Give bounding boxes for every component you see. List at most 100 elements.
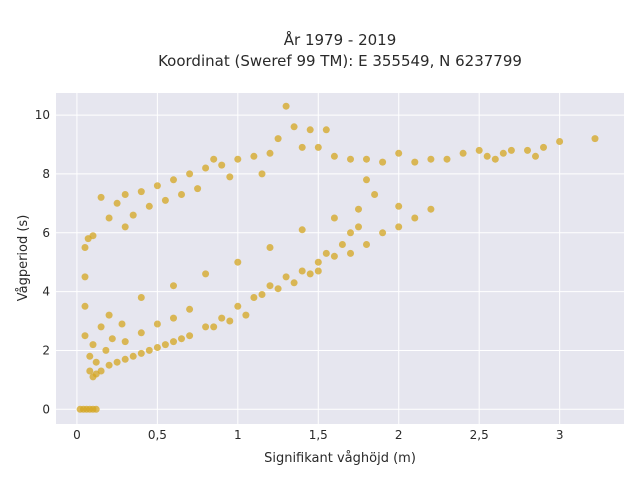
data-point	[491, 155, 499, 163]
data-point	[170, 314, 177, 322]
data-point	[178, 335, 185, 343]
data-point	[121, 355, 129, 363]
data-point	[170, 338, 177, 346]
data-point	[355, 205, 362, 213]
data-point	[540, 143, 547, 151]
data-point	[330, 214, 338, 222]
data-point	[137, 329, 145, 337]
data-point	[524, 146, 531, 154]
y-tick-label: 8	[42, 167, 50, 181]
data-point	[210, 155, 218, 163]
plot-area	[56, 93, 624, 424]
data-point	[290, 123, 298, 131]
data-point	[137, 294, 145, 301]
data-point	[202, 164, 210, 172]
data-point	[355, 223, 362, 231]
data-point	[170, 282, 177, 290]
data-point	[532, 152, 539, 160]
data-point	[499, 149, 507, 157]
data-point	[459, 149, 467, 157]
data-point	[427, 155, 435, 163]
data-point	[92, 405, 100, 413]
data-point	[411, 214, 419, 222]
x-tick-label: 3	[556, 428, 564, 442]
data-point	[556, 138, 564, 145]
x-tick-label: 1	[234, 428, 242, 442]
y-tick-label: 2	[42, 343, 50, 357]
data-point	[274, 135, 282, 143]
data-point	[194, 185, 202, 193]
data-point	[218, 161, 226, 169]
data-point	[226, 173, 234, 181]
data-point	[86, 367, 94, 375]
data-point	[186, 305, 194, 313]
chart-title-line-2: Koordinat (Sweref 99 TM): E 355549, N 62…	[158, 52, 522, 70]
data-point	[258, 291, 266, 298]
data-point	[105, 311, 113, 319]
data-point	[347, 155, 354, 163]
x-axis-label: Signifikant våghöjd (m)	[264, 451, 416, 466]
data-point	[250, 152, 258, 160]
data-point	[86, 352, 94, 360]
data-point	[121, 223, 129, 231]
data-point	[266, 244, 274, 251]
data-point	[97, 367, 105, 375]
data-point	[363, 176, 370, 184]
data-point	[395, 202, 403, 210]
data-point	[129, 211, 137, 219]
data-point	[443, 155, 451, 163]
data-point	[102, 346, 110, 354]
data-point	[347, 249, 354, 257]
data-point	[161, 341, 169, 349]
data-point	[218, 314, 226, 322]
data-point	[129, 352, 137, 360]
data-point	[298, 267, 306, 275]
data-point	[108, 335, 116, 343]
data-point	[210, 323, 218, 331]
data-point	[186, 332, 194, 340]
data-point	[330, 252, 338, 260]
data-point	[113, 199, 121, 207]
data-point	[306, 126, 314, 134]
data-point	[118, 320, 126, 328]
x-tick-label: 2	[395, 428, 403, 442]
data-point	[234, 302, 242, 310]
data-points	[76, 102, 599, 413]
data-point	[483, 152, 491, 160]
data-point	[145, 202, 153, 210]
data-point	[105, 214, 113, 222]
data-point	[97, 323, 105, 331]
data-point	[290, 279, 298, 287]
data-point	[266, 149, 274, 157]
data-point	[379, 158, 387, 166]
data-point	[113, 358, 121, 366]
data-point	[202, 270, 210, 278]
data-point	[105, 361, 113, 369]
y-tick-label: 4	[42, 285, 50, 299]
data-point	[170, 176, 177, 184]
data-point	[226, 317, 234, 325]
data-point	[121, 191, 129, 198]
data-point	[379, 229, 387, 237]
chart-title-line-1: År 1979 - 2019	[284, 30, 397, 49]
data-point	[97, 193, 105, 201]
data-point	[202, 323, 210, 331]
data-point	[507, 146, 515, 154]
data-point	[81, 244, 89, 251]
data-point	[322, 249, 330, 257]
x-tick-label: 2,5	[470, 428, 489, 442]
data-point	[314, 143, 322, 151]
data-point	[234, 155, 242, 163]
data-point	[153, 320, 161, 328]
data-point	[92, 358, 100, 366]
data-point	[234, 258, 242, 266]
data-point	[395, 149, 403, 157]
data-point	[298, 143, 306, 151]
x-tick-label: 0,5	[148, 428, 167, 442]
x-axis-ticks: 0 0,5 1 1,5 2 2,5 3	[73, 428, 563, 442]
data-point	[153, 182, 161, 190]
data-point	[475, 146, 483, 154]
data-point	[282, 273, 290, 281]
data-point	[591, 135, 599, 143]
